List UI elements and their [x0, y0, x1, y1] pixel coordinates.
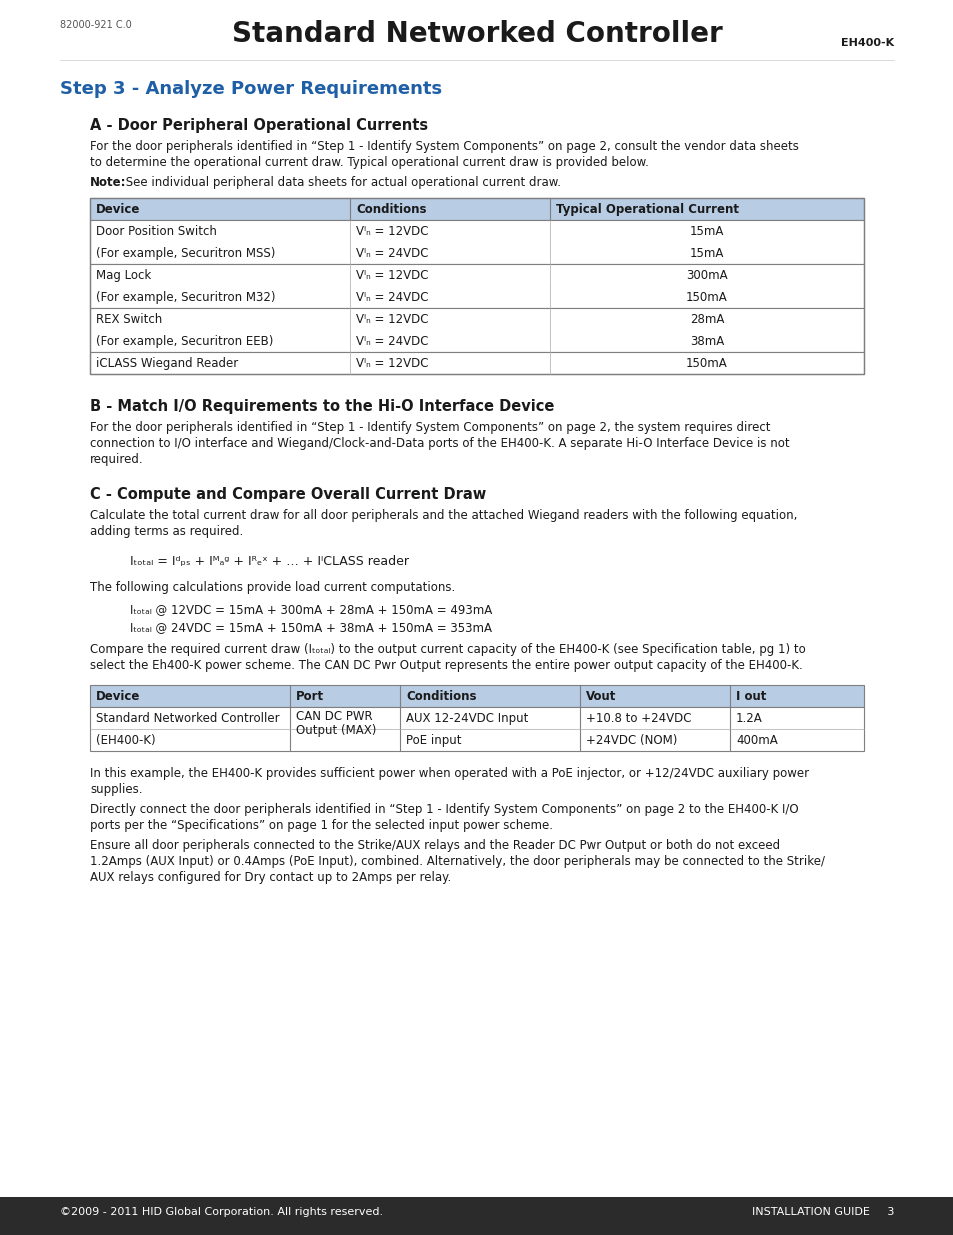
Text: 28mA: 28mA: [689, 312, 723, 326]
Text: 300mA: 300mA: [685, 269, 727, 282]
FancyBboxPatch shape: [90, 198, 863, 220]
Text: B - Match I/O Requirements to the Hi-O Interface Device: B - Match I/O Requirements to the Hi-O I…: [90, 399, 554, 414]
Text: The following calculations provide load current computations.: The following calculations provide load …: [90, 580, 455, 594]
Text: Ensure all door peripherals connected to the Strike/AUX relays and the Reader DC: Ensure all door peripherals connected to…: [90, 839, 780, 852]
Text: Iₜₒₜₐₗ @ 12VDC = 15mA + 300mA + 28mA + 150mA = 493mA: Iₜₒₜₐₗ @ 12VDC = 15mA + 300mA + 28mA + 1…: [130, 603, 492, 616]
Text: Vᴵₙ = 24VDC: Vᴵₙ = 24VDC: [355, 247, 428, 261]
Text: EH400-K: EH400-K: [840, 38, 893, 48]
Text: For the door peripherals identified in “Step 1 - Identify System Components” on : For the door peripherals identified in “…: [90, 421, 770, 433]
FancyBboxPatch shape: [90, 330, 863, 352]
Text: For the door peripherals identified in “Step 1 - Identify System Components” on : For the door peripherals identified in “…: [90, 140, 798, 153]
Text: 150mA: 150mA: [685, 357, 727, 370]
Text: Iₜₒₜₐₗ = Iᵈₚₛ + Iᴹₐᵍ + Iᴿₑˣ + … + IᴵCLASS reader: Iₜₒₜₐₗ = Iᵈₚₛ + Iᴹₐᵍ + Iᴿₑˣ + … + IᴵCLAS…: [130, 555, 409, 568]
Text: AUX relays configured for Dry contact up to 2Amps per relay.: AUX relays configured for Dry contact up…: [90, 871, 451, 884]
FancyBboxPatch shape: [90, 264, 863, 287]
Text: 1.2Amps (AUX Input) or 0.4Amps (PoE Input), combined. Alternatively, the door pe: 1.2Amps (AUX Input) or 0.4Amps (PoE Inpu…: [90, 855, 824, 868]
Text: 82000-921 C.0: 82000-921 C.0: [60, 20, 132, 30]
Text: Conditions: Conditions: [406, 690, 476, 703]
Text: C - Compute and Compare Overall Current Draw: C - Compute and Compare Overall Current …: [90, 487, 486, 501]
Text: AUX 12-24VDC Input: AUX 12-24VDC Input: [406, 713, 528, 725]
Text: connection to I/O interface and Wiegand/Clock-and-Data ports of the EH400-K. A s: connection to I/O interface and Wiegand/…: [90, 437, 789, 450]
Text: 150mA: 150mA: [685, 291, 727, 304]
Text: Device: Device: [96, 203, 140, 216]
Text: In this example, the EH400-K provides sufficient power when operated with a PoE : In this example, the EH400-K provides su…: [90, 767, 808, 781]
Text: 400mA: 400mA: [735, 734, 777, 747]
Text: supplies.: supplies.: [90, 783, 142, 797]
Text: Door Position Switch: Door Position Switch: [96, 225, 216, 238]
Text: iCLASS Wiegand Reader: iCLASS Wiegand Reader: [96, 357, 238, 370]
Text: PoE input: PoE input: [406, 734, 461, 747]
FancyBboxPatch shape: [90, 685, 863, 706]
Text: CAN DC PWR: CAN DC PWR: [295, 710, 373, 722]
Text: INSTALLATION GUIDE     3: INSTALLATION GUIDE 3: [751, 1207, 893, 1216]
Text: Vᴵₙ = 12VDC: Vᴵₙ = 12VDC: [355, 312, 428, 326]
FancyBboxPatch shape: [90, 352, 863, 374]
Text: Typical Operational Current: Typical Operational Current: [556, 203, 739, 216]
Text: +10.8 to +24VDC: +10.8 to +24VDC: [585, 713, 691, 725]
Text: I out: I out: [735, 690, 765, 703]
Text: Iₜₒₜₐₗ @ 24VDC = 15mA + 150mA + 38mA + 150mA = 353mA: Iₜₒₜₐₗ @ 24VDC = 15mA + 150mA + 38mA + 1…: [130, 621, 492, 634]
Text: select the Eh400-K power scheme. The CAN DC Pwr Output represents the entire pow: select the Eh400-K power scheme. The CAN…: [90, 659, 801, 672]
Text: (EH400-K): (EH400-K): [96, 734, 155, 747]
Text: Directly connect the door peripherals identified in “Step 1 - Identify System Co: Directly connect the door peripherals id…: [90, 803, 798, 816]
Text: ports per the “Specifications” on page 1 for the selected input power scheme.: ports per the “Specifications” on page 1…: [90, 819, 553, 832]
Text: 1.2A: 1.2A: [735, 713, 762, 725]
FancyBboxPatch shape: [90, 242, 863, 264]
Text: required.: required.: [90, 453, 144, 466]
Text: (For example, Securitron MSS): (For example, Securitron MSS): [96, 247, 275, 261]
Text: Device: Device: [96, 690, 140, 703]
Text: REX Switch: REX Switch: [96, 312, 162, 326]
FancyBboxPatch shape: [0, 1197, 953, 1235]
Text: Compare the required current draw (Iₜₒₜₐₗ) to the output current capacity of the: Compare the required current draw (Iₜₒₜₐ…: [90, 643, 805, 656]
Text: Vᴵₙ = 12VDC: Vᴵₙ = 12VDC: [355, 269, 428, 282]
Text: A - Door Peripheral Operational Currents: A - Door Peripheral Operational Currents: [90, 119, 428, 133]
Text: Vᴵₙ = 12VDC: Vᴵₙ = 12VDC: [355, 225, 428, 238]
Text: (For example, Securitron EEB): (For example, Securitron EEB): [96, 335, 274, 348]
Text: 15mA: 15mA: [689, 247, 723, 261]
Text: adding terms as required.: adding terms as required.: [90, 525, 243, 538]
Text: Vᴵₙ = 12VDC: Vᴵₙ = 12VDC: [355, 357, 428, 370]
FancyBboxPatch shape: [90, 287, 863, 308]
Text: Output (MAX): Output (MAX): [295, 724, 376, 737]
Text: Conditions: Conditions: [355, 203, 426, 216]
Text: Note:: Note:: [90, 177, 127, 189]
Text: Port: Port: [295, 690, 324, 703]
Text: Vᴵₙ = 24VDC: Vᴵₙ = 24VDC: [355, 291, 428, 304]
Text: +24VDC (NOM): +24VDC (NOM): [585, 734, 677, 747]
Text: Mag Lock: Mag Lock: [96, 269, 152, 282]
FancyBboxPatch shape: [90, 706, 863, 751]
Text: Standard Networked Controller: Standard Networked Controller: [96, 713, 279, 725]
Text: Vout: Vout: [585, 690, 616, 703]
Text: to determine the operational current draw. Typical operational current draw is p: to determine the operational current dra…: [90, 156, 648, 169]
FancyBboxPatch shape: [90, 308, 863, 330]
Text: Calculate the total current draw for all door peripherals and the attached Wiega: Calculate the total current draw for all…: [90, 509, 797, 522]
Text: Standard Networked Controller: Standard Networked Controller: [232, 20, 721, 48]
Text: Vᴵₙ = 24VDC: Vᴵₙ = 24VDC: [355, 335, 428, 348]
Text: (For example, Securitron M32): (For example, Securitron M32): [96, 291, 275, 304]
Text: See individual peripheral data sheets for actual operational current draw.: See individual peripheral data sheets fo…: [122, 177, 560, 189]
Text: 38mA: 38mA: [689, 335, 723, 348]
Text: 15mA: 15mA: [689, 225, 723, 238]
Text: ©2009 - 2011 HID Global Corporation. All rights reserved.: ©2009 - 2011 HID Global Corporation. All…: [60, 1207, 383, 1216]
Text: Step 3 - Analyze Power Requirements: Step 3 - Analyze Power Requirements: [60, 80, 441, 98]
FancyBboxPatch shape: [90, 220, 863, 242]
